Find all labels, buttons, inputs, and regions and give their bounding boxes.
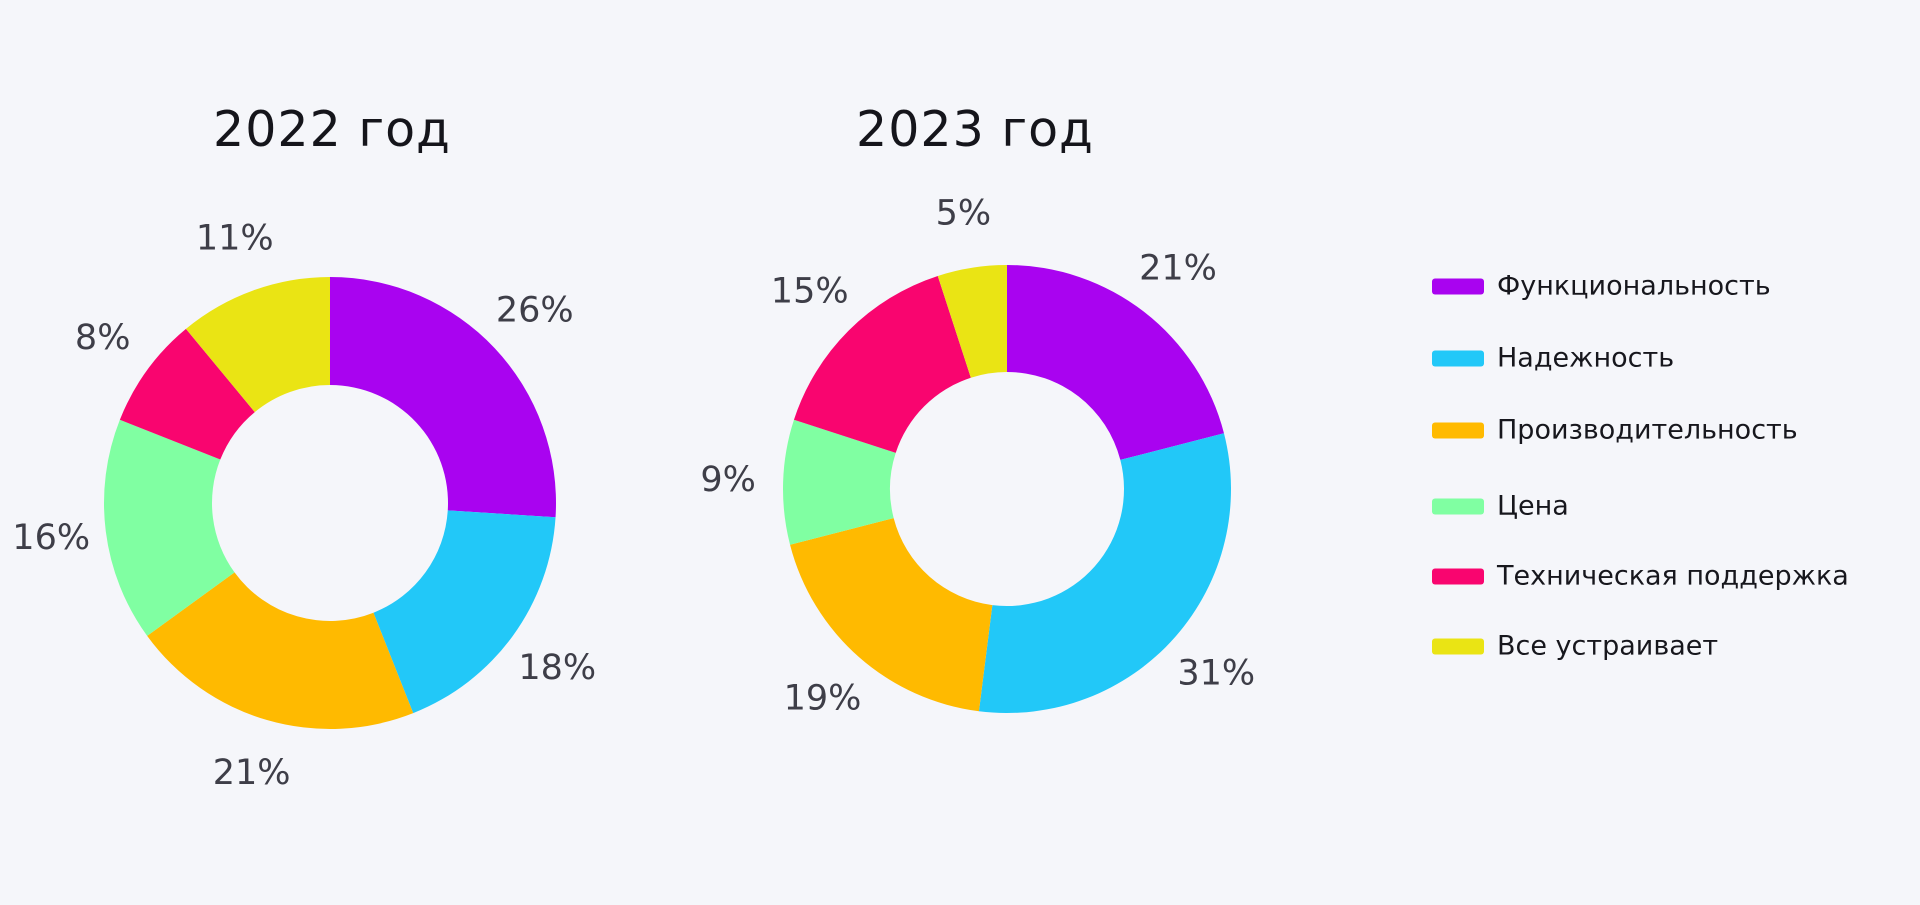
slice-label-2023-1: 31% bbox=[1177, 654, 1255, 694]
slice-label-2022-0: 26% bbox=[496, 291, 574, 331]
donut-2022-slice-3 bbox=[103, 419, 235, 636]
donut-2023-slice-3 bbox=[782, 419, 896, 545]
slice-label-2022-3: 16% bbox=[12, 518, 90, 558]
donut-2023-slice-5 bbox=[937, 265, 1007, 378]
slice-label-2022-2: 21% bbox=[213, 753, 291, 793]
slice-label-2023-2: 19% bbox=[784, 678, 862, 718]
slice-label-2023-5: 5% bbox=[936, 193, 992, 233]
slice-label-2023-3: 9% bbox=[700, 460, 756, 500]
chart-title-2023: 2023 год bbox=[856, 101, 1094, 158]
slice-label-2022-1: 18% bbox=[518, 648, 596, 688]
donut-2022-slice-0 bbox=[330, 277, 556, 518]
donut-2022-slice-2 bbox=[147, 572, 414, 730]
slice-label-2022-4: 8% bbox=[75, 318, 131, 358]
chart-title-2022: 2022 год bbox=[213, 101, 451, 158]
donut-2022-slice-5 bbox=[185, 277, 330, 413]
donut-2023-slice-4 bbox=[793, 275, 971, 453]
donut-2022-slice-1 bbox=[373, 510, 556, 714]
donut-2023-slice-2 bbox=[790, 518, 993, 712]
slice-label-2023-0: 21% bbox=[1139, 249, 1217, 289]
donut-2022-slice-4 bbox=[119, 328, 255, 460]
donut-2023-slice-1 bbox=[978, 433, 1231, 713]
slice-label-2023-4: 15% bbox=[771, 272, 849, 312]
donut-2023-slice-0 bbox=[1007, 265, 1224, 460]
slice-label-2022-5: 11% bbox=[196, 219, 274, 259]
